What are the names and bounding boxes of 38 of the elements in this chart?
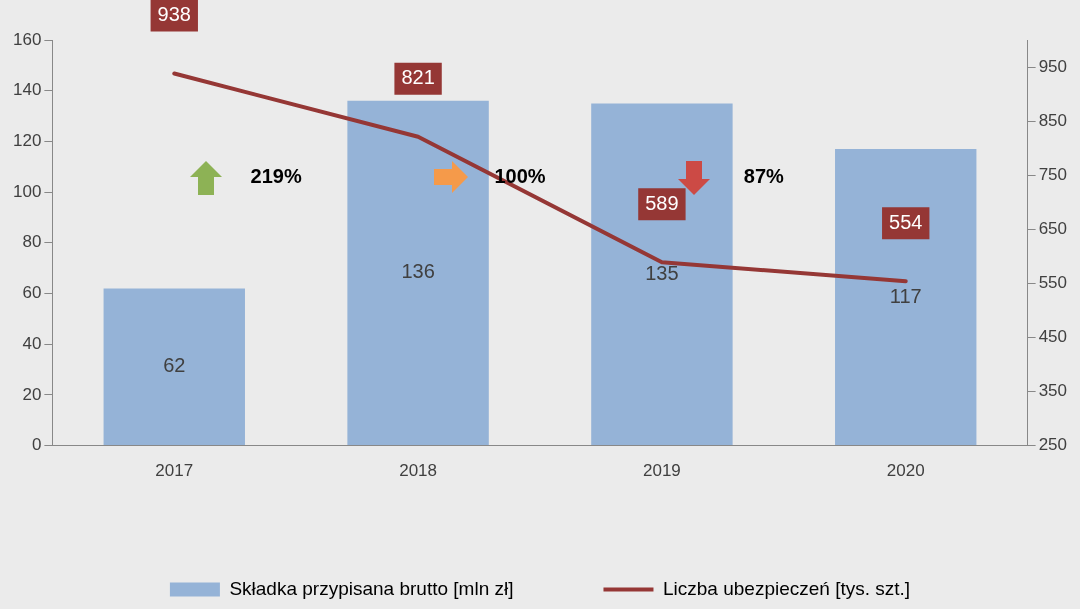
x-tick-label: 2017	[155, 461, 194, 481]
y2-tick-label: 550	[1038, 273, 1068, 293]
y-tick-label: 120	[12, 131, 42, 151]
bar	[103, 288, 245, 446]
annotation: 219%	[250, 165, 302, 188]
y-tick-label: 80	[22, 232, 42, 252]
y-tick-label: 100	[12, 181, 42, 201]
data-label: 821	[401, 66, 435, 89]
y-tick-label: 60	[22, 283, 42, 303]
annotation: 100%	[494, 165, 546, 188]
legend-label: Składka przypisana brutto [mln zł]	[229, 577, 514, 599]
data-label: 554	[889, 210, 923, 233]
x-tick-label: 2018	[399, 461, 438, 481]
y2-tick-label: 950	[1038, 56, 1068, 76]
data-label: 136	[401, 260, 435, 283]
x-tick-label: 2020	[886, 461, 925, 481]
data-label: 117	[889, 284, 922, 307]
y2-tick-label: 450	[1038, 327, 1068, 347]
y2-tick-label: 350	[1038, 381, 1068, 401]
data-label: 62	[163, 354, 186, 377]
y-tick-label: 160	[12, 29, 42, 49]
data-label: 938	[157, 3, 191, 26]
y2-tick-label: 650	[1038, 218, 1068, 238]
legend-label: Liczba ubezpieczeń [tys. szt.]	[662, 577, 911, 599]
data-label: 589	[645, 191, 679, 214]
y-tick-label: 20	[22, 384, 42, 404]
bar	[591, 103, 733, 446]
data-label: 135	[645, 261, 679, 284]
bar	[347, 100, 489, 446]
y2-tick-label: 750	[1038, 164, 1068, 184]
y-tick-label: 140	[12, 80, 42, 100]
x-tick-label: 2019	[642, 461, 681, 481]
annotation: 87%	[743, 165, 785, 188]
y-tick-label: 40	[22, 333, 42, 353]
y2-tick-label: 850	[1038, 110, 1068, 130]
y2-tick-label: 250	[1038, 435, 1068, 455]
bar	[835, 149, 977, 446]
y-tick-label: 0	[31, 435, 42, 455]
